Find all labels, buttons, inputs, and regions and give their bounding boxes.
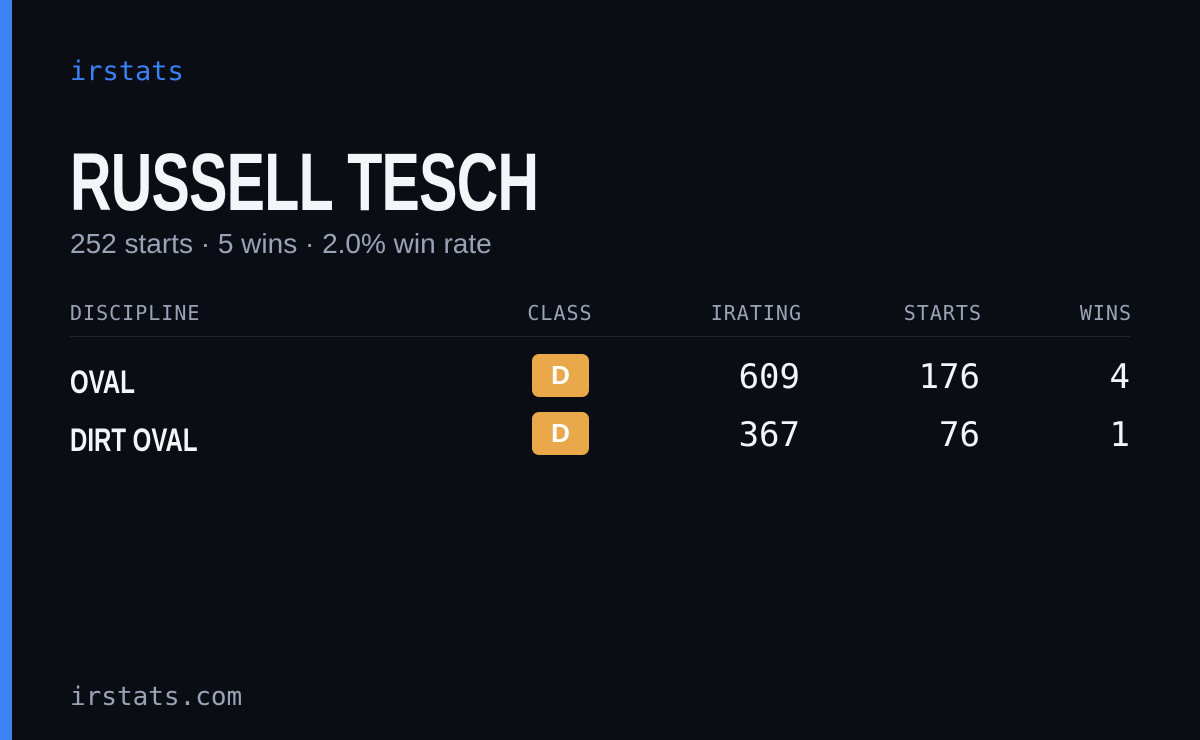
- starts: 176: [918, 357, 980, 397]
- irating: 367: [738, 415, 800, 455]
- irating: 609: [738, 357, 800, 397]
- brand: irstats: [70, 56, 184, 87]
- column-header: STARTS: [903, 301, 982, 325]
- driver-name: RUSSELL TESCH: [70, 137, 539, 228]
- footer-url: irstats.com: [70, 682, 243, 712]
- header-rule: [70, 336, 1130, 337]
- discipline: DIRT OVAL: [70, 422, 198, 458]
- discipline: OVAL: [70, 364, 135, 400]
- accent-bar: [0, 0, 12, 740]
- class-badge: D: [532, 354, 589, 397]
- wins: 4: [1109, 357, 1130, 397]
- column-header: IRATING: [710, 301, 802, 325]
- starts: 76: [939, 415, 980, 455]
- class-badge: D: [532, 412, 589, 455]
- column-header: DISCIPLINE: [70, 301, 201, 325]
- column-header: CLASS: [527, 301, 593, 325]
- summary: 252 starts · 5 wins · 2.0% win rate: [70, 228, 492, 259]
- wins: 1: [1109, 415, 1130, 455]
- column-header: WINS: [1079, 301, 1132, 325]
